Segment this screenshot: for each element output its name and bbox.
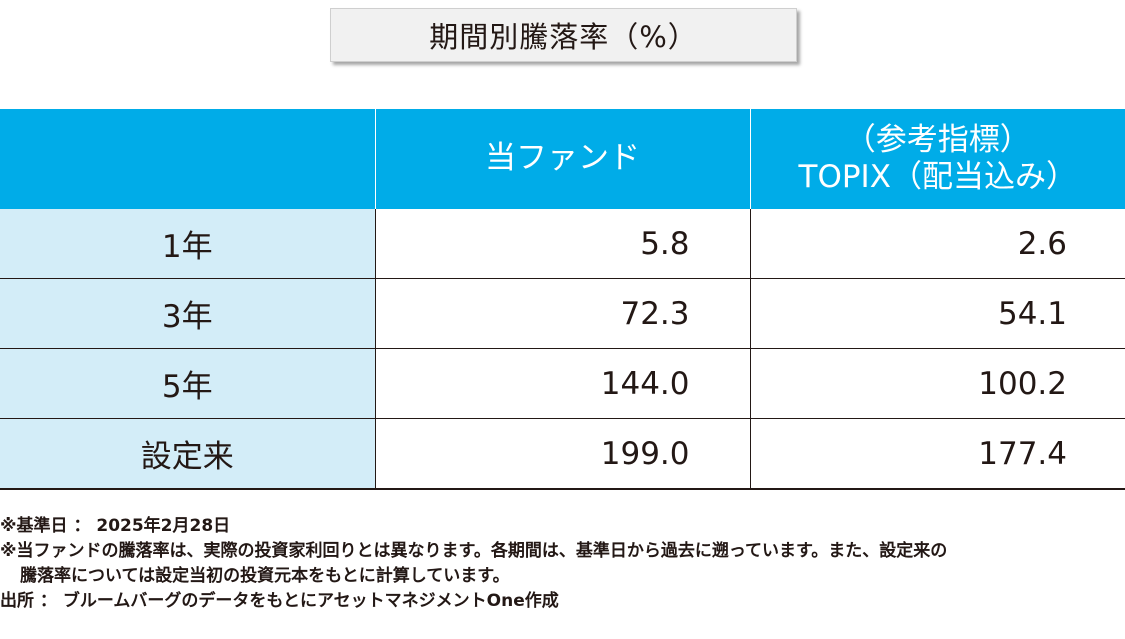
header-benchmark: （参考指標） TOPIX（配当込み） [749,109,1125,209]
row-period-label: 1年 [0,209,375,279]
return-note-line1: ※当ファンドの騰落率は、実際の投資家利回りとは異なります。各期間は、基準日から過… [0,541,948,561]
page-title: 期間別騰落率（%） [330,8,797,62]
row-period-label: 3年 [0,278,375,349]
table-row: 3年 72.3 54.1 [0,278,1125,349]
header-benchmark-line2: TOPIX（配当込み） [798,159,1077,195]
benchmark-return: 2.6 [749,209,1125,279]
fund-return: 72.3 [374,278,750,349]
fund-return: 144.0 [374,348,750,419]
benchmark-return: 177.4 [749,418,1125,490]
return-note-line2: 騰落率については設定当初の投資元本をもとに計算しています。 [20,566,510,586]
footnotes: ※基準日 ： 2025年2月28日 ※当ファンドの騰落率は、実際の投資家利回りと… [0,514,947,614]
benchmark-return: 54.1 [749,278,1125,349]
table-header-row: 当ファンド （参考指標） TOPIX（配当込み） [0,109,1125,209]
table-row: 1年 5.8 2.6 [0,209,1125,279]
header-benchmark-line1: （参考指標） [844,121,1031,158]
performance-table: 当ファンド （参考指標） TOPIX（配当込み） 1年 5.8 2.6 3年 7… [0,109,1125,490]
table-row: 5年 144.0 100.2 [0,348,1125,419]
header-fund: 当ファンド [374,109,751,209]
header-period [0,109,376,209]
fund-return: 199.0 [374,418,750,490]
benchmark-return: 100.2 [749,348,1125,419]
base-date-note: ※基準日 ： 2025年2月28日 [0,516,231,536]
row-period-label: 設定来 [0,418,375,490]
table-row: 設定来 199.0 177.4 [0,418,1125,490]
fund-return: 5.8 [374,209,750,279]
source-note: 出所 ： ブルームバーグのデータをもとにアセットマネジメントOne作成 [0,591,559,611]
row-period-label: 5年 [0,348,375,419]
